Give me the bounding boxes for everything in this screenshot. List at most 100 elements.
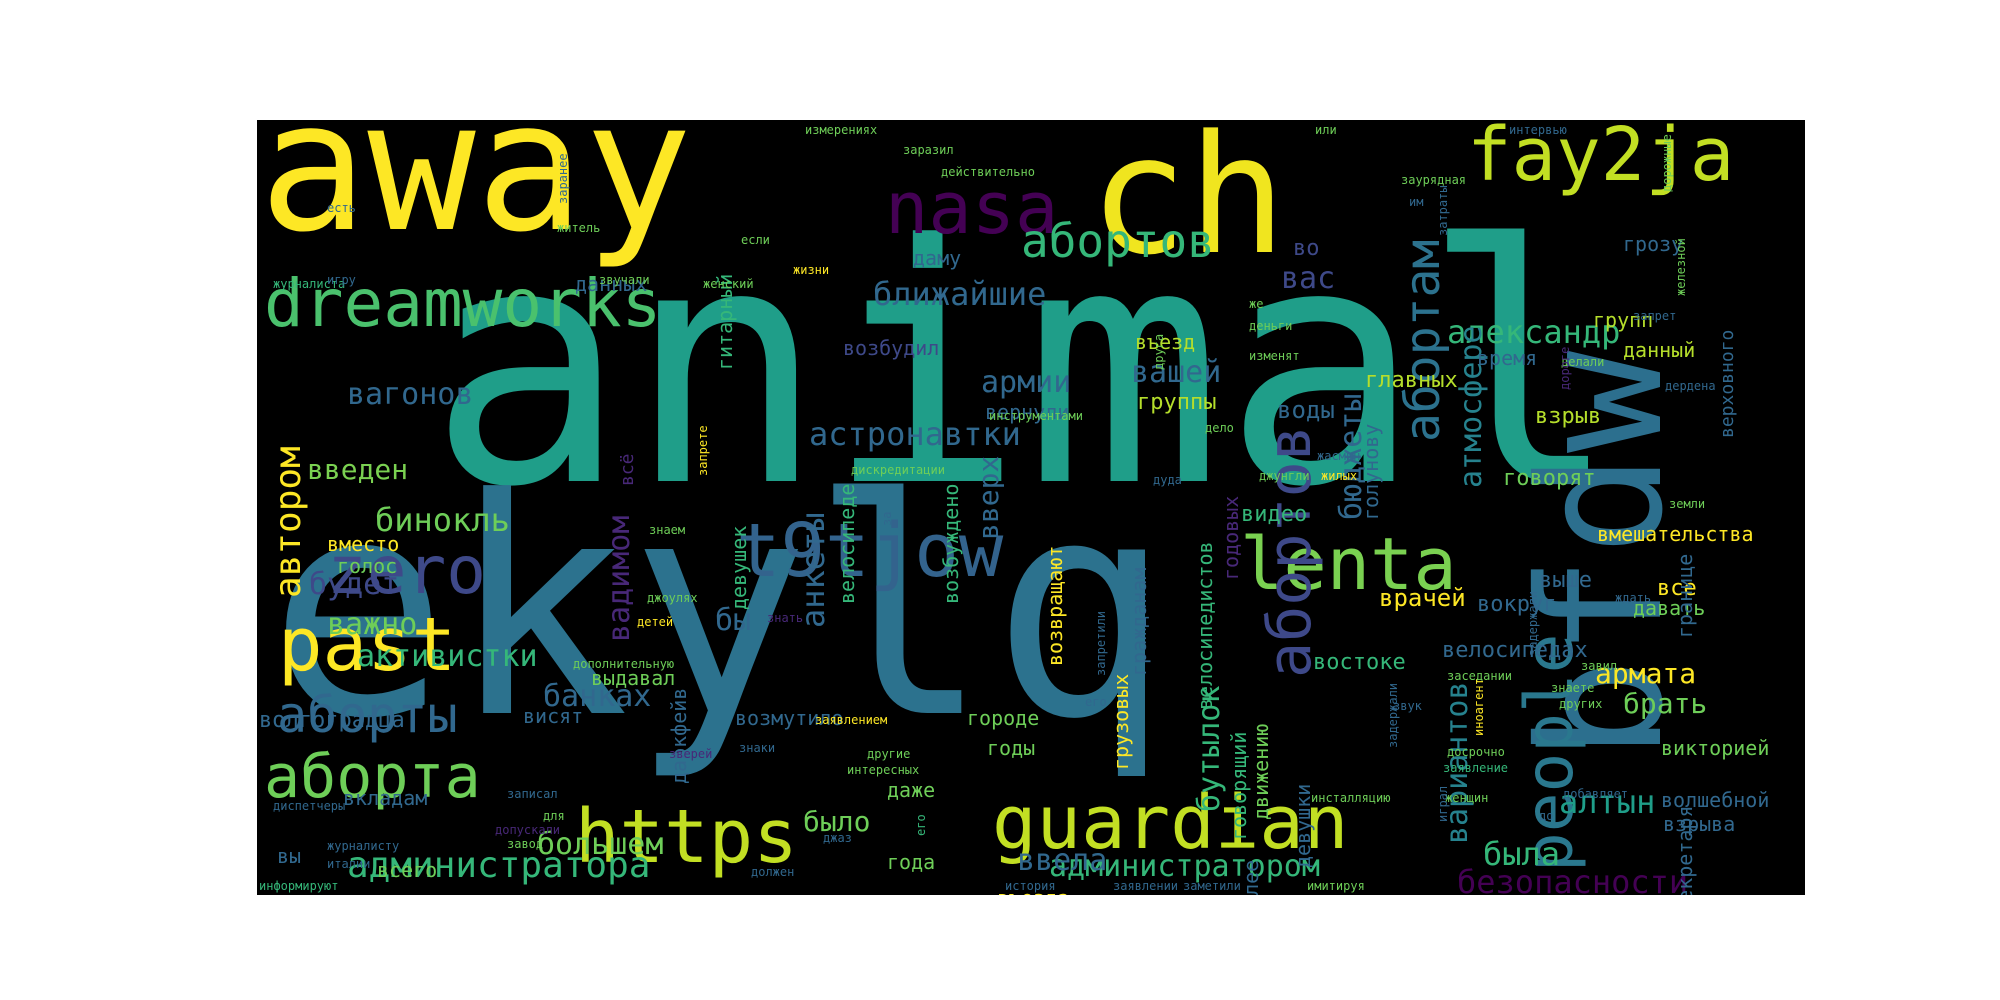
- word-interview: изменят: [1249, 349, 1300, 363]
- word-velosipedah: велосипедах: [1442, 638, 1588, 663]
- word-instrumentami: женский: [703, 277, 754, 291]
- word-drugih: знаете: [1551, 681, 1595, 695]
- word-dzhoulyah: знать: [767, 611, 804, 625]
- word-binokl: бинокль: [375, 501, 510, 539]
- word-abortam: абортам: [1395, 239, 1451, 442]
- word-vernuli: вернули: [985, 400, 1070, 424]
- word-dorozhnye: же: [1249, 297, 1264, 311]
- word-visyat: висят: [523, 704, 584, 728]
- word-znat: детей: [637, 615, 674, 629]
- word-zaranee: запрете: [696, 425, 710, 476]
- word-by: бы: [715, 603, 752, 638]
- word-vokrug: вокруг: [1477, 592, 1557, 617]
- word-im: запрет: [1633, 309, 1677, 323]
- word-vveden: введен: [307, 453, 409, 486]
- word-zayavlenii: заявлении: [1113, 879, 1179, 893]
- word-zhurnalista: журналиста: [273, 277, 346, 291]
- word-vkladam: вкладам: [343, 786, 428, 810]
- word-velosipedistov: велосипедистов: [1193, 541, 1217, 710]
- word-vsyo: всё: [617, 453, 638, 486]
- word-delo: джунгли: [1259, 469, 1310, 483]
- word-bolshem: большем: [537, 827, 664, 862]
- word-detey: дополнительную: [573, 657, 675, 671]
- word-aborty: аборты: [277, 686, 458, 744]
- word-dopolnitelnuyu: запретили: [1094, 610, 1108, 676]
- word-zhenshchin: женщин: [1445, 791, 1489, 805]
- word-zayavleniem: заявлением: [815, 713, 888, 727]
- word-grupp: групп: [1593, 308, 1654, 332]
- word-esli: есть: [327, 201, 356, 215]
- word-gossekretarya: госсекретаря: [1673, 805, 1697, 896]
- word-do: до: [1539, 809, 1554, 823]
- word-volgogradtsa: волгоградца: [259, 708, 405, 733]
- word-igru: житель: [557, 221, 601, 235]
- word-gody: годы: [987, 736, 1036, 760]
- word-gruzovyh: грузовых: [1109, 673, 1133, 770]
- word-away: away: [259, 120, 693, 272]
- word-detyam: заранее: [556, 153, 570, 204]
- word-administratora: администратора: [347, 845, 651, 886]
- word-zhilyh: жасмин: [1317, 449, 1361, 463]
- word-fay2ja: fay2ja: [1467, 120, 1735, 198]
- word-zemli: дердена: [1665, 379, 1716, 393]
- word-dzhaz: джаз: [823, 831, 852, 845]
- word-zero: zero: [327, 532, 486, 609]
- word-https: https: [575, 794, 798, 880]
- word-davat: давать: [1633, 596, 1706, 620]
- word-vozvrashchayut: возвращают: [1043, 545, 1067, 666]
- word-zametili: заметили: [1183, 879, 1241, 893]
- word-past: past: [278, 602, 457, 688]
- word-abortov: абортов: [1021, 214, 1215, 268]
- word-avtorom: автором: [268, 446, 309, 598]
- word-diskreditatsii: знаем: [649, 523, 686, 537]
- word-vzryva: взрыва: [1663, 812, 1736, 836]
- word-bylo: было: [803, 805, 871, 838]
- word-dolzhen: должен: [751, 865, 795, 879]
- word-zhdat: земли: [1669, 497, 1706, 511]
- word-zasedanii: звук: [1393, 699, 1422, 713]
- word-vezd: въезд: [1135, 330, 1196, 354]
- word-interesnyh: интересных: [847, 763, 920, 777]
- word-izmenyat: задержали: [1386, 682, 1400, 748]
- word-altyn: алтын: [1559, 783, 1656, 821]
- word-dobavlyaet: добавляет: [1563, 787, 1629, 801]
- word-dannyy: данный: [1623, 338, 1696, 362]
- word-italii: италии: [327, 857, 371, 871]
- word-installyatsiyu: инсталляцию: [1311, 791, 1391, 805]
- word-dalee: далее: [1239, 859, 1263, 895]
- word-armata: армата: [1595, 657, 1697, 690]
- word-guardian: guardian: [992, 780, 1349, 866]
- word-aborta: аборта: [264, 742, 481, 812]
- word-imitiruya: имитируя: [1307, 879, 1365, 893]
- word-armii: армии: [981, 365, 1072, 400]
- word-dzheffri: за: [880, 511, 894, 526]
- word-glavnyh: главных: [1365, 368, 1458, 393]
- word-brat: брать: [1623, 687, 1708, 720]
- word-animal: animal: [428, 175, 1621, 559]
- word-bankah: банках: [543, 679, 652, 714]
- word-vrachey: врачей: [1379, 584, 1466, 612]
- word-zhenskiy: игру: [327, 273, 356, 287]
- word-zverey: зверей: [669, 747, 713, 761]
- word-cloud: away ch animal ekylq bfdw fay2ja nasa dr…: [257, 120, 1805, 895]
- word-delali: деньги: [1249, 319, 1293, 333]
- word-administratorom: администратором: [1049, 849, 1320, 884]
- word-vas: вас: [1281, 261, 1336, 296]
- word-zhitel: измерениях: [805, 123, 878, 137]
- word-dlya: для: [543, 809, 565, 823]
- word-zauryadnaya: железной: [1674, 238, 1688, 296]
- word-blizhayshie: ближайшие: [873, 275, 1047, 313]
- word-aktivistki: активистки: [357, 639, 538, 674]
- word-vostoke: востоке: [1313, 650, 1406, 675]
- word-damu: даму: [913, 246, 962, 270]
- word-druga: дуда: [1153, 473, 1182, 487]
- word-dzhungli: жилых: [1321, 469, 1358, 483]
- word-vmesto: вместо: [327, 532, 400, 556]
- word-viktoriey: викторией: [1661, 736, 1770, 760]
- word-govoryashchiy: говорящий: [1227, 731, 1251, 840]
- word-vvela: ввела: [1017, 843, 1108, 878]
- word-vozbudil: возбудил: [843, 336, 940, 360]
- word-informiruyut: информируют: [259, 879, 339, 893]
- word-znaem: джоулях: [647, 591, 698, 605]
- word-zarazil: затраты: [1436, 185, 1450, 236]
